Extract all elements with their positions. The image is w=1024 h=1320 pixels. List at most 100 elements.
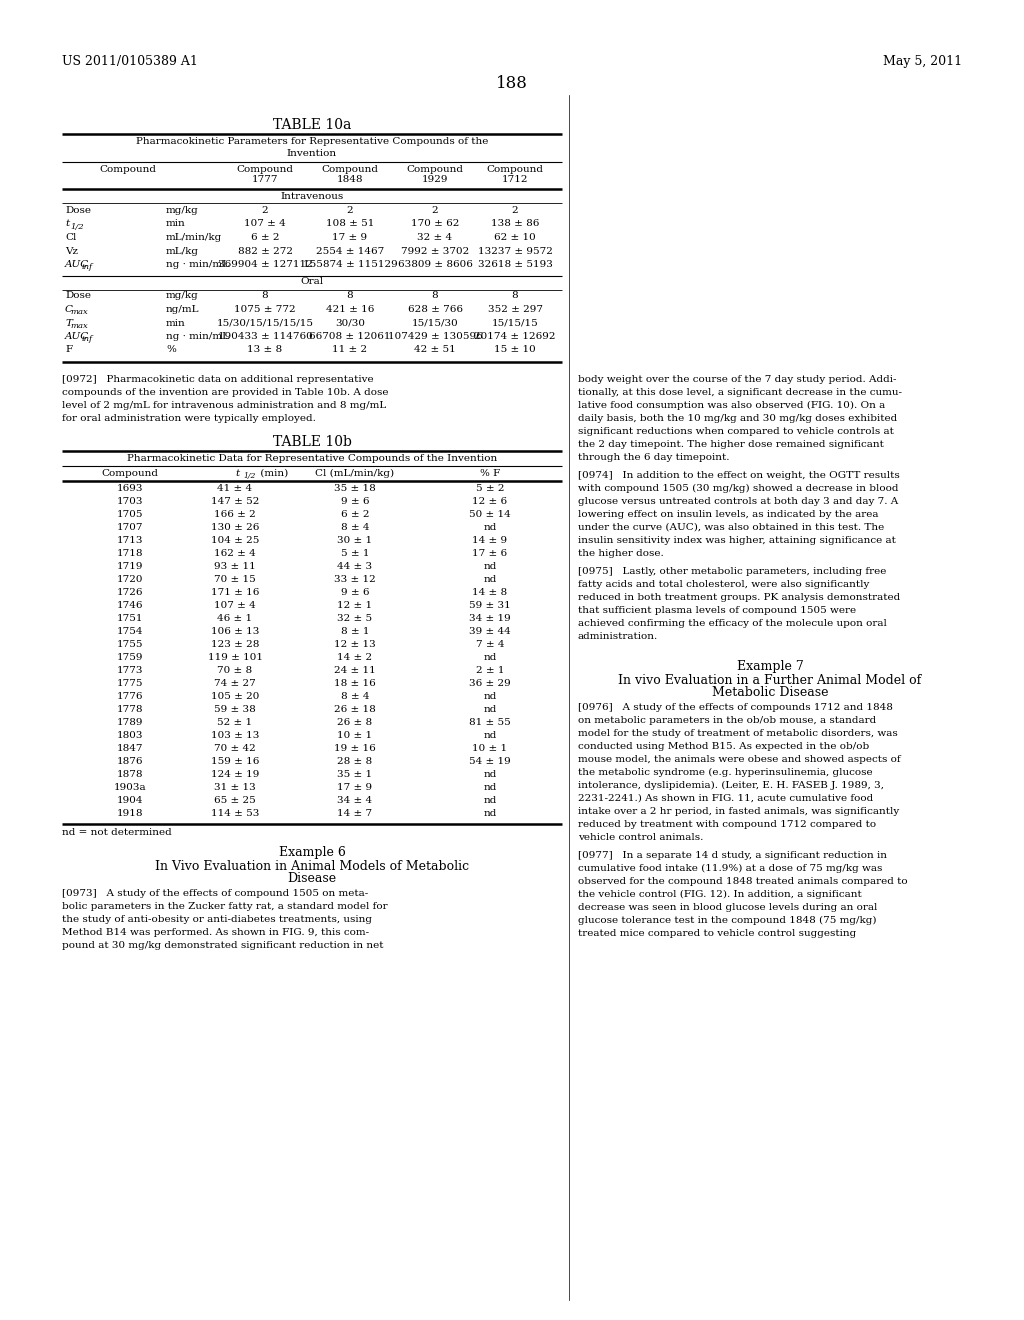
Text: 14 ± 9: 14 ± 9 <box>472 536 508 545</box>
Text: 12 ± 1: 12 ± 1 <box>338 601 373 610</box>
Text: 1726: 1726 <box>117 587 143 597</box>
Text: 2231-2241.) As shown in FIG. 11, acute cumulative food: 2231-2241.) As shown in FIG. 11, acute c… <box>578 795 873 803</box>
Text: max: max <box>71 308 88 315</box>
Text: inf: inf <box>82 335 92 343</box>
Text: 1777: 1777 <box>252 176 279 183</box>
Text: 15/30/15/15/15/15: 15/30/15/15/15/15 <box>216 318 313 327</box>
Text: 106 ± 13: 106 ± 13 <box>211 627 259 636</box>
Text: 7 ± 4: 7 ± 4 <box>476 640 504 649</box>
Text: nd: nd <box>483 692 497 701</box>
Text: 8: 8 <box>262 292 268 301</box>
Text: nd: nd <box>483 809 497 818</box>
Text: 369904 ± 127112: 369904 ± 127112 <box>218 260 312 269</box>
Text: 32 ± 5: 32 ± 5 <box>338 614 373 623</box>
Text: conducted using Method B15. As expected in the ob/ob: conducted using Method B15. As expected … <box>578 742 869 751</box>
Text: 54 ± 19: 54 ± 19 <box>469 756 511 766</box>
Text: 62 ± 10: 62 ± 10 <box>495 234 536 242</box>
Text: Vz: Vz <box>65 247 78 256</box>
Text: 6 ± 2: 6 ± 2 <box>251 234 280 242</box>
Text: 26 ± 18: 26 ± 18 <box>334 705 376 714</box>
Text: 123 ± 28: 123 ± 28 <box>211 640 259 649</box>
Text: Dose: Dose <box>65 206 91 215</box>
Text: 421 ± 16: 421 ± 16 <box>326 305 374 314</box>
Text: the higher dose.: the higher dose. <box>578 549 664 558</box>
Text: intake over a 2 hr period, in fasted animals, was significantly: intake over a 2 hr period, in fasted ani… <box>578 807 899 816</box>
Text: Compound: Compound <box>101 469 159 478</box>
Text: nd: nd <box>483 523 497 532</box>
Text: 74 ± 27: 74 ± 27 <box>214 678 256 688</box>
Text: lowering effect on insulin levels, as indicated by the area: lowering effect on insulin levels, as in… <box>578 510 879 519</box>
Text: Example 7: Example 7 <box>736 660 804 673</box>
Text: 5 ± 2: 5 ± 2 <box>476 484 504 492</box>
Text: Pharmacokinetic Data for Representative Compounds of the Invention: Pharmacokinetic Data for Representative … <box>127 454 497 463</box>
Text: 1707: 1707 <box>117 523 143 532</box>
Text: %: % <box>166 346 176 355</box>
Text: 171 ± 16: 171 ± 16 <box>211 587 259 597</box>
Text: 50 ± 14: 50 ± 14 <box>469 510 511 519</box>
Text: Method B14 was performed. As shown in FIG. 9, this com-: Method B14 was performed. As shown in FI… <box>62 928 369 937</box>
Text: 14 ± 8: 14 ± 8 <box>472 587 508 597</box>
Text: 1776: 1776 <box>117 692 143 701</box>
Text: 34 ± 19: 34 ± 19 <box>469 614 511 623</box>
Text: 1773: 1773 <box>117 667 143 675</box>
Text: significant reductions when compared to vehicle controls at: significant reductions when compared to … <box>578 426 894 436</box>
Text: achieved confirming the efficacy of the molecule upon oral: achieved confirming the efficacy of the … <box>578 619 887 628</box>
Text: 17 ± 9: 17 ± 9 <box>338 783 373 792</box>
Text: 107 ± 4: 107 ± 4 <box>214 601 256 610</box>
Text: 114 ± 53: 114 ± 53 <box>211 809 259 818</box>
Text: AUC: AUC <box>65 333 89 341</box>
Text: 32618 ± 5193: 32618 ± 5193 <box>477 260 552 269</box>
Text: 18 ± 16: 18 ± 16 <box>334 678 376 688</box>
Text: 46 ± 1: 46 ± 1 <box>217 614 253 623</box>
Text: 8: 8 <box>347 292 353 301</box>
Text: 42 ± 51: 42 ± 51 <box>414 346 456 355</box>
Text: [0972]   Pharmacokinetic data on additional representative: [0972] Pharmacokinetic data on additiona… <box>62 375 374 384</box>
Text: 93 ± 11: 93 ± 11 <box>214 562 256 572</box>
Text: 39 ± 44: 39 ± 44 <box>469 627 511 636</box>
Text: mg/kg: mg/kg <box>166 292 199 301</box>
Text: bolic parameters in the Zucker fatty rat, a standard model for: bolic parameters in the Zucker fatty rat… <box>62 902 388 911</box>
Text: 130 ± 26: 130 ± 26 <box>211 523 259 532</box>
Text: 1755: 1755 <box>117 640 143 649</box>
Text: 1713: 1713 <box>117 536 143 545</box>
Text: 34 ± 4: 34 ± 4 <box>338 796 373 805</box>
Text: 124 ± 19: 124 ± 19 <box>211 770 259 779</box>
Text: Oral: Oral <box>300 277 324 286</box>
Text: AUC: AUC <box>65 260 89 269</box>
Text: 14 ± 7: 14 ± 7 <box>338 809 373 818</box>
Text: Compound: Compound <box>237 165 294 174</box>
Text: 10 ± 1: 10 ± 1 <box>472 744 508 752</box>
Text: 35 ± 18: 35 ± 18 <box>334 484 376 492</box>
Text: 188: 188 <box>496 75 528 92</box>
Text: 6 ± 2: 6 ± 2 <box>341 510 370 519</box>
Text: 17 ± 6: 17 ± 6 <box>472 549 508 558</box>
Text: 15 ± 10: 15 ± 10 <box>495 346 536 355</box>
Text: daily basis, both the 10 mg/kg and 30 mg/kg doses exhibited: daily basis, both the 10 mg/kg and 30 mg… <box>578 414 897 422</box>
Text: 44 ± 3: 44 ± 3 <box>338 562 373 572</box>
Text: 1754: 1754 <box>117 627 143 636</box>
Text: 1/2: 1/2 <box>71 223 84 231</box>
Text: TABLE 10a: TABLE 10a <box>272 117 351 132</box>
Text: lative food consumption was also observed (FIG. 10). On a: lative food consumption was also observe… <box>578 401 886 411</box>
Text: 1712: 1712 <box>502 176 528 183</box>
Text: Pharmacokinetic Parameters for Representative Compounds of the: Pharmacokinetic Parameters for Represent… <box>136 137 488 147</box>
Text: 2: 2 <box>512 206 518 215</box>
Text: 107 ± 4: 107 ± 4 <box>244 219 286 228</box>
Text: 7992 ± 3702: 7992 ± 3702 <box>400 247 469 256</box>
Text: 30/30: 30/30 <box>335 318 365 327</box>
Text: 70 ± 15: 70 ± 15 <box>214 576 256 583</box>
Text: 1703: 1703 <box>117 498 143 506</box>
Text: 33 ± 12: 33 ± 12 <box>334 576 376 583</box>
Text: 162 ± 4: 162 ± 4 <box>214 549 256 558</box>
Text: US 2011/0105389 A1: US 2011/0105389 A1 <box>62 55 198 69</box>
Text: 2: 2 <box>262 206 268 215</box>
Text: the 2 day timepoint. The higher dose remained significant: the 2 day timepoint. The higher dose rem… <box>578 440 884 449</box>
Text: 1904: 1904 <box>117 796 143 805</box>
Text: TABLE 10b: TABLE 10b <box>272 436 351 449</box>
Text: nd: nd <box>483 653 497 663</box>
Text: 1718: 1718 <box>117 549 143 558</box>
Text: 36 ± 29: 36 ± 29 <box>469 678 511 688</box>
Text: on metabolic parameters in the ob/ob mouse, a standard: on metabolic parameters in the ob/ob mou… <box>578 715 877 725</box>
Text: T: T <box>65 318 72 327</box>
Text: compounds of the invention are provided in Table 10b. A dose: compounds of the invention are provided … <box>62 388 388 397</box>
